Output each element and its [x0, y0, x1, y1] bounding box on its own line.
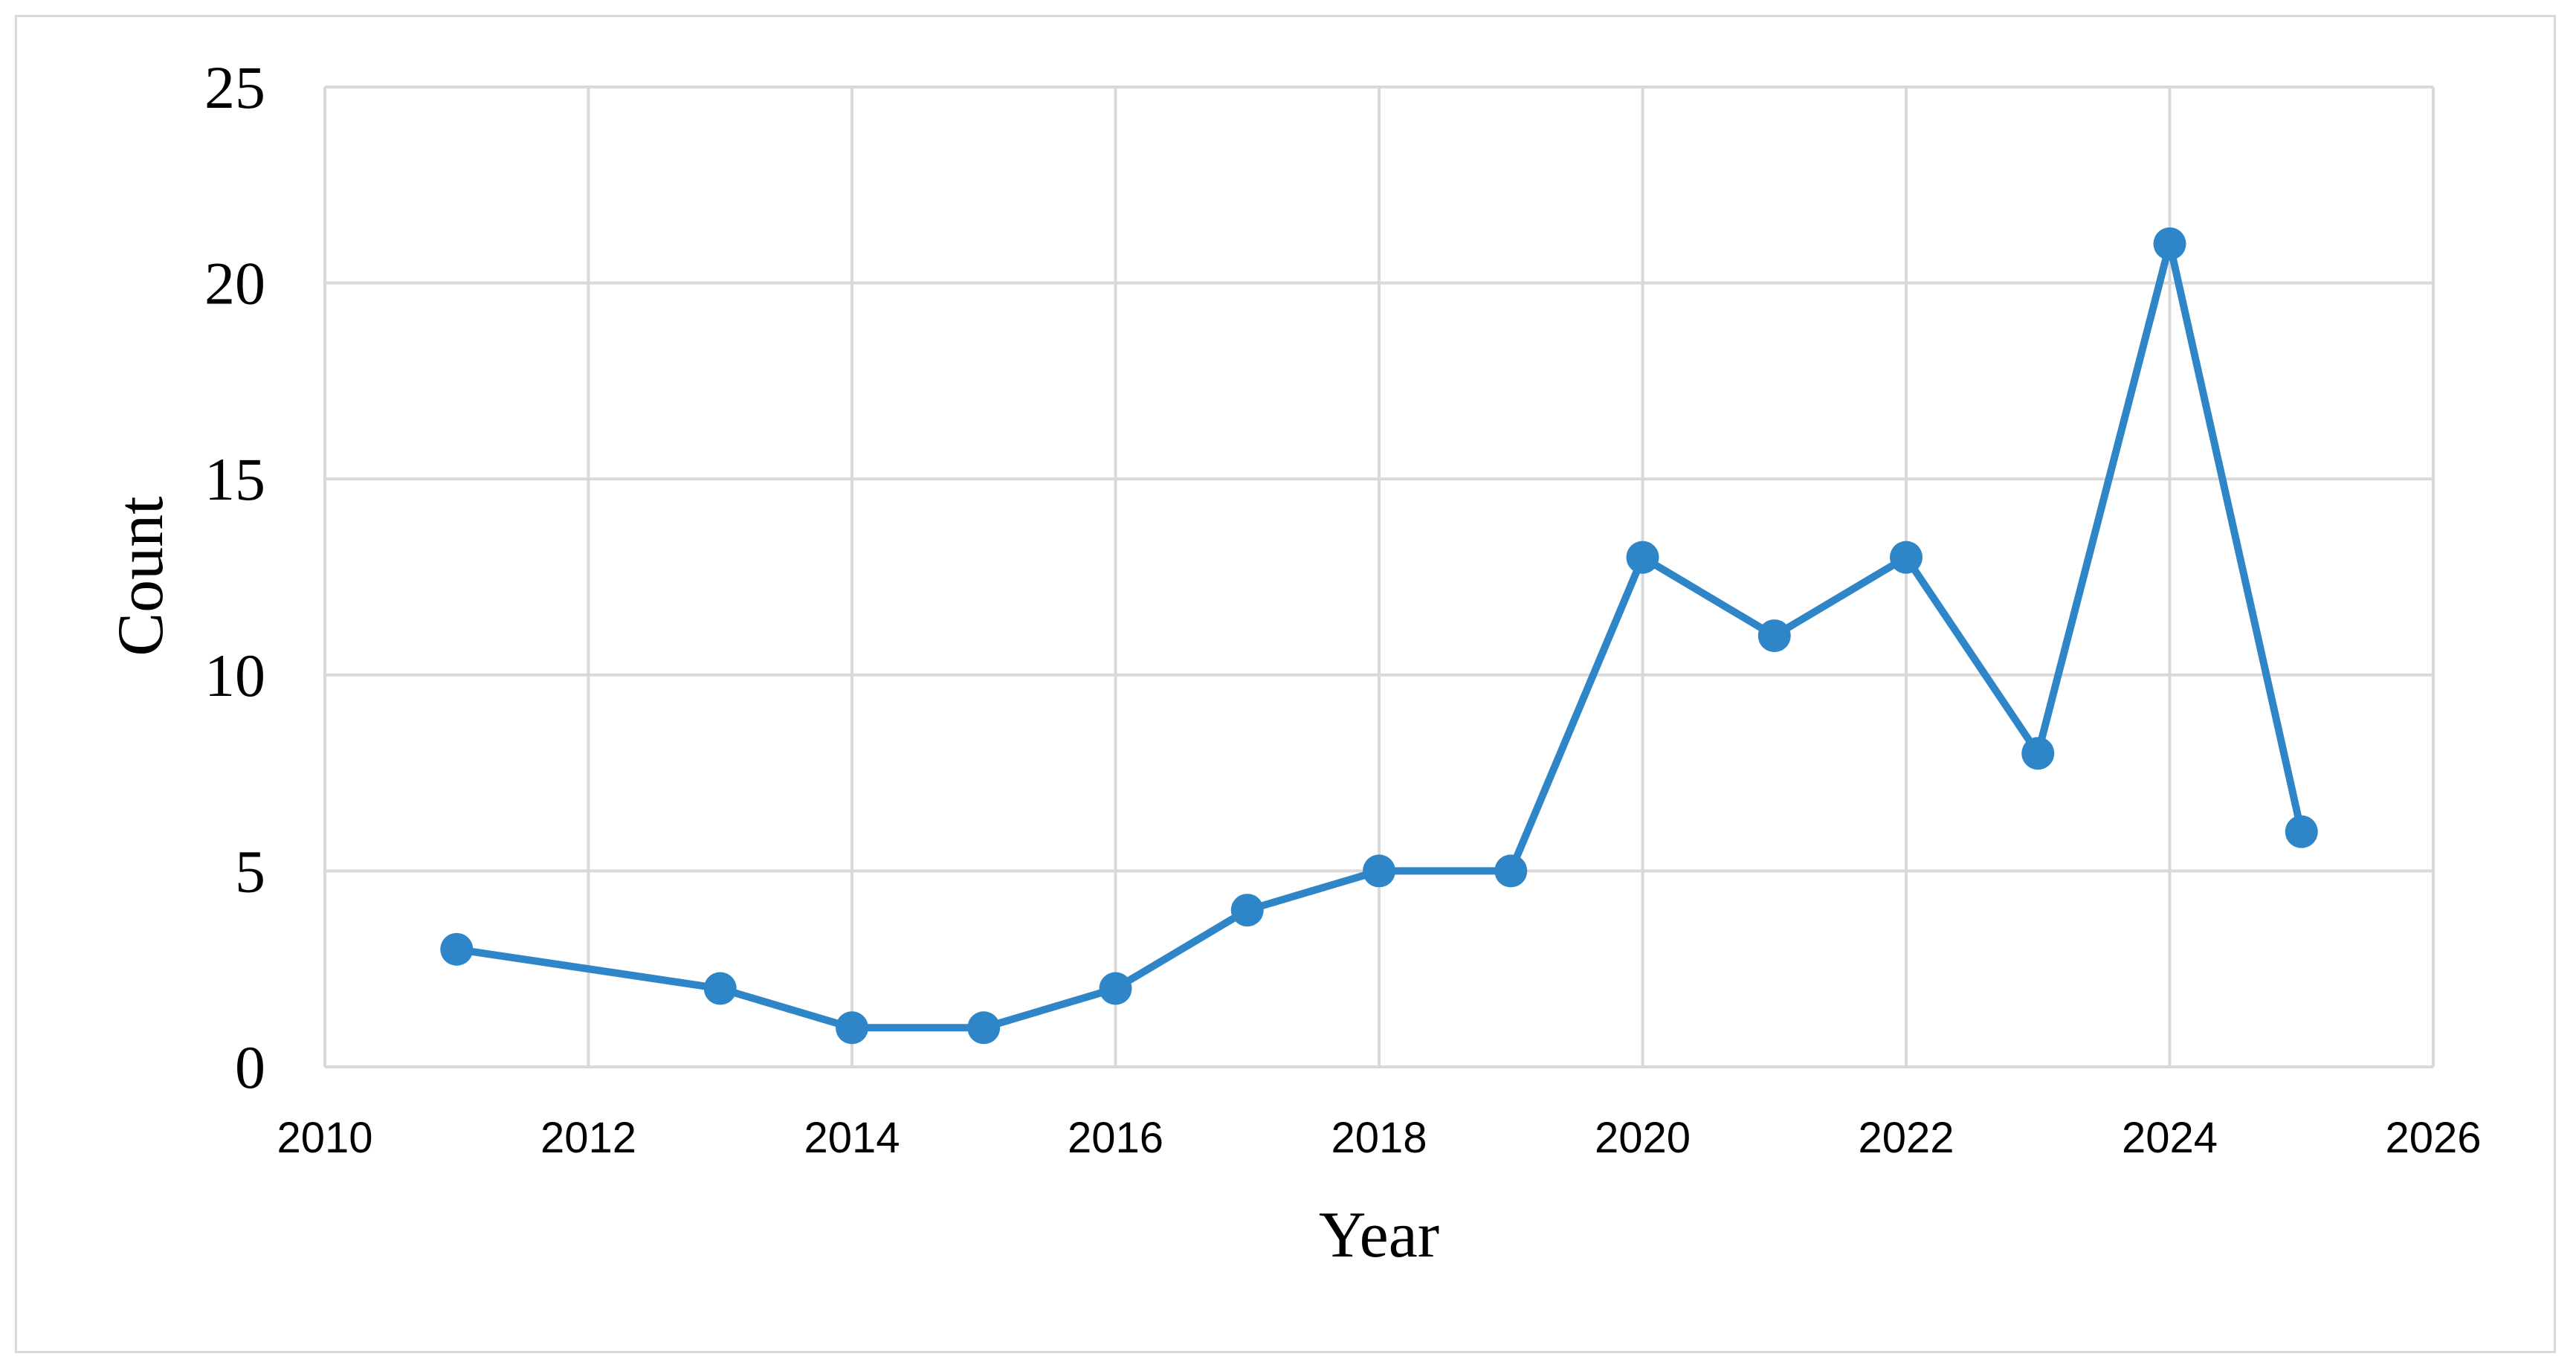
data-point [1757, 619, 1791, 653]
y-tick-label: 25 [204, 54, 265, 121]
data-point [1230, 894, 1264, 927]
series-line [453, 239, 2305, 1032]
data-point [1626, 541, 1659, 574]
data-point [967, 1011, 1001, 1045]
chart-frame [15, 15, 2556, 1353]
x-tick-label: 2026 [2385, 1114, 2481, 1162]
data-point [2021, 737, 2055, 770]
data-point [703, 972, 737, 1005]
y-tick-label: 5 [235, 837, 265, 905]
data-point [1363, 854, 1395, 888]
y-tick-label: 15 [204, 445, 265, 513]
data-point [440, 932, 474, 966]
x-tick-label: 2016 [1068, 1114, 1163, 1162]
y-tick-label: 10 [204, 642, 265, 709]
x-tick-label: 2012 [540, 1114, 636, 1162]
data-point [2153, 227, 2186, 260]
tick-layer: 2010 2012 2014 2016 2018 2020 2022 2024 2026 0 5 10… [204, 54, 2482, 1162]
data-point [1890, 541, 1923, 574]
y-tick-label: 0 [235, 1033, 265, 1101]
x-tick-label: 2010 [277, 1114, 372, 1162]
x-tick-label: 2020 [1595, 1114, 1691, 1162]
y-tick-label: 20 [204, 250, 265, 317]
x-tick-label: 2022 [1858, 1114, 1954, 1162]
data-point [2285, 815, 2318, 848]
y-axis-title: Count [105, 496, 177, 656]
x-tick-label: 2024 [2122, 1114, 2218, 1162]
data-point [836, 1011, 868, 1045]
x-tick-label: 2014 [804, 1114, 900, 1162]
data-point [1099, 972, 1132, 1005]
x-tick-label: 2018 [1331, 1114, 1427, 1162]
series-layer [440, 227, 2318, 1045]
data-point [1494, 854, 1528, 888]
grid-layer [323, 86, 2435, 1068]
x-axis-title: Year [1319, 1199, 1439, 1271]
